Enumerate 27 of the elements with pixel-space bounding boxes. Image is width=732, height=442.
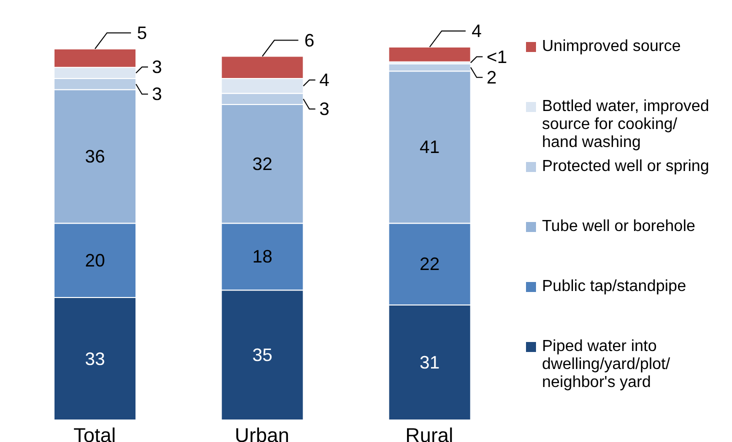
x-tick-label: Total bbox=[74, 425, 116, 442]
data-label: 6 bbox=[304, 30, 314, 50]
data-label: 4 bbox=[319, 70, 330, 90]
legend-label: Piped water into dwelling/yard/plot/ neighbor's yard bbox=[542, 338, 672, 392]
data-label: <1 bbox=[486, 46, 508, 67]
data-label: 2 bbox=[486, 67, 497, 88]
legend-label: Tube well or borehole bbox=[542, 218, 696, 236]
data-label: 3 bbox=[319, 98, 330, 119]
data-label: 41 bbox=[420, 137, 440, 158]
data-label: 3 bbox=[152, 84, 162, 104]
legend-label: Public tap/standpipe bbox=[542, 278, 686, 296]
x-tick-label: Rural bbox=[405, 425, 454, 442]
data-label: 18 bbox=[252, 246, 272, 267]
data-label: 3 bbox=[152, 56, 162, 77]
data-label: 22 bbox=[420, 254, 440, 274]
data-label: 36 bbox=[84, 146, 106, 166]
data-label: 32 bbox=[252, 154, 272, 174]
x-tick-label: Urban bbox=[234, 425, 290, 442]
data-label: 20 bbox=[84, 250, 106, 270]
legend-label: Protected well or spring bbox=[542, 158, 710, 176]
legend-label: Unimproved source bbox=[542, 38, 681, 56]
data-label: 33 bbox=[84, 348, 106, 369]
legend-label: Bottled water, improved source for cooking/ hand washing bbox=[542, 98, 710, 152]
data-label: 35 bbox=[252, 345, 272, 366]
data-label: 5 bbox=[137, 22, 148, 43]
data-label: 31 bbox=[420, 352, 440, 372]
data-label: 4 bbox=[472, 21, 482, 41]
